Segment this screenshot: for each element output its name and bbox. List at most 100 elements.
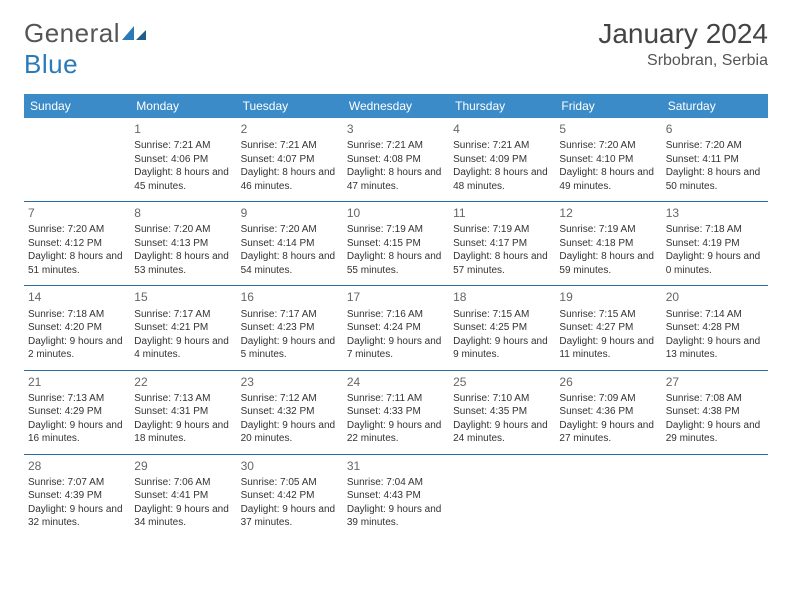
daylight-text: Daylight: 9 hours and 34 minutes. (134, 503, 232, 530)
sunset-text: Sunset: 4:10 PM (559, 153, 657, 167)
day-number: 16 (241, 289, 339, 305)
calendar-day-cell: 5 Sunrise: 7:20 AMSunset: 4:10 PMDaylight… (555, 118, 661, 202)
sunrise-text: Sunrise: 7:14 AM (666, 308, 764, 322)
weekday-header: Wednesday (343, 94, 449, 118)
day-number: 5 (559, 121, 657, 137)
calendar-week-row: 7Sunrise: 7:20 AMSunset: 4:12 PMDaylight… (24, 202, 768, 286)
calendar-day-cell: 30Sunrise: 7:05 AMSunset: 4:42 PMDayligh… (237, 454, 343, 538)
sunrise-text: Sunrise: 7:18 AM (666, 223, 764, 237)
day-number: 20 (666, 289, 764, 305)
calendar-day-cell: 7Sunrise: 7:20 AMSunset: 4:12 PMDaylight… (24, 202, 130, 286)
location-label: Srbobran, Serbia (598, 52, 768, 70)
sunset-text: Sunset: 4:42 PM (241, 489, 339, 503)
daylight-text: Daylight: 9 hours and 16 minutes. (28, 419, 126, 446)
daylight-text: Daylight: 8 hours and 46 minutes. (241, 166, 339, 193)
day-number: 27 (666, 374, 764, 390)
daylight-text: Daylight: 9 hours and 11 minutes. (559, 335, 657, 362)
sunrise-text: Sunrise: 7:20 AM (241, 223, 339, 237)
calendar-day-cell: 3Sunrise: 7:21 AMSunset: 4:08 PMDaylight… (343, 118, 449, 202)
daylight-text: Daylight: 8 hours and 54 minutes. (241, 250, 339, 277)
calendar-day-cell: 23Sunrise: 7:12 AMSunset: 4:32 PMDayligh… (237, 370, 343, 454)
weekday-header: Sunday (24, 94, 130, 118)
sunrise-text: Sunrise: 7:08 AM (666, 392, 764, 406)
daylight-text: Daylight: 9 hours and 13 minutes. (666, 335, 764, 362)
page-title: January 2024 (598, 18, 768, 50)
calendar-day-cell: 18Sunrise: 7:15 AMSunset: 4:25 PMDayligh… (449, 286, 555, 370)
weekday-header: Tuesday (237, 94, 343, 118)
day-number: 26 (559, 374, 657, 390)
daylight-text: Daylight: 9 hours and 18 minutes. (134, 419, 232, 446)
sunset-text: Sunset: 4:11 PM (666, 153, 764, 167)
day-number: 21 (28, 374, 126, 390)
daylight-text: Daylight: 9 hours and 29 minutes. (666, 419, 764, 446)
daylight-text: Daylight: 9 hours and 39 minutes. (347, 503, 445, 530)
sunrise-text: Sunrise: 7:10 AM (453, 392, 551, 406)
calendar-day-cell: 22Sunrise: 7:13 AMSunset: 4:31 PMDayligh… (130, 370, 236, 454)
calendar-day-cell: 29Sunrise: 7:06 AMSunset: 4:41 PMDayligh… (130, 454, 236, 538)
daylight-text: Daylight: 8 hours and 49 minutes. (559, 166, 657, 193)
sunset-text: Sunset: 4:38 PM (666, 405, 764, 419)
sunrise-text: Sunrise: 7:17 AM (134, 308, 232, 322)
sunset-text: Sunset: 4:09 PM (453, 153, 551, 167)
sunrise-text: Sunrise: 7:19 AM (347, 223, 445, 237)
calendar-day-cell: 10 Sunrise: 7:19 AMSunset: 4:15 PMDayligh… (343, 202, 449, 286)
day-number: 6 (666, 121, 764, 137)
weekday-header: Thursday (449, 94, 555, 118)
calendar-table: SundayMondayTuesdayWednesdayThursdayFrid… (24, 94, 768, 538)
sunrise-text: Sunrise: 7:11 AM (347, 392, 445, 406)
day-number: 23 (241, 374, 339, 390)
sunset-text: Sunset: 4:35 PM (453, 405, 551, 419)
sunset-text: Sunset: 4:36 PM (559, 405, 657, 419)
daylight-text: Daylight: 8 hours and 59 minutes. (559, 250, 657, 277)
daylight-text: Daylight: 8 hours and 55 minutes. (347, 250, 445, 277)
calendar-day-cell: 31Sunrise: 7:04 AMSunset: 4:43 PMDayligh… (343, 454, 449, 538)
calendar-day-cell (24, 118, 130, 202)
sunrise-text: Sunrise: 7:20 AM (666, 139, 764, 153)
day-number: 28 (28, 458, 126, 474)
calendar-week-row: 21Sunrise: 7:13 AMSunset: 4:29 PMDayligh… (24, 370, 768, 454)
daylight-text: Daylight: 9 hours and 22 minutes. (347, 419, 445, 446)
calendar-day-cell: 15Sunrise: 7:17 AMSunset: 4:21 PMDayligh… (130, 286, 236, 370)
calendar-day-cell: 20Sunrise: 7:14 AMSunset: 4:28 PMDayligh… (662, 286, 768, 370)
day-number: 8 (134, 205, 232, 221)
day-number: 31 (347, 458, 445, 474)
sunset-text: Sunset: 4:31 PM (134, 405, 232, 419)
daylight-text: Daylight: 8 hours and 51 minutes. (28, 250, 126, 277)
header: GeneralBlue January 2024 Srbobran, Serbi… (24, 18, 768, 80)
weekday-header: Saturday (662, 94, 768, 118)
calendar-day-cell: 17Sunrise: 7:16 AMSunset: 4:24 PMDayligh… (343, 286, 449, 370)
daylight-text: Daylight: 8 hours and 47 minutes. (347, 166, 445, 193)
sunset-text: Sunset: 4:41 PM (134, 489, 232, 503)
calendar-day-cell (555, 454, 661, 538)
sunrise-text: Sunrise: 7:21 AM (347, 139, 445, 153)
calendar-day-cell (662, 454, 768, 538)
daylight-text: Daylight: 9 hours and 27 minutes. (559, 419, 657, 446)
calendar-day-cell: 6Sunrise: 7:20 AMSunset: 4:11 PMDaylight… (662, 118, 768, 202)
weekday-header: Friday (555, 94, 661, 118)
calendar-body: 1Sunrise: 7:21 AMSunset: 4:06 PMDaylight… (24, 118, 768, 538)
sunrise-text: Sunrise: 7:16 AM (347, 308, 445, 322)
sunset-text: Sunset: 4:15 PM (347, 237, 445, 251)
sunset-text: Sunset: 4:14 PM (241, 237, 339, 251)
calendar-day-cell: 9Sunrise: 7:20 AMSunset: 4:14 PMDaylight… (237, 202, 343, 286)
sunset-text: Sunset: 4:39 PM (28, 489, 126, 503)
day-number: 12 (559, 205, 657, 221)
sunrise-text: Sunrise: 7:20 AM (559, 139, 657, 153)
day-number: 19 (559, 289, 657, 305)
sunrise-text: Sunrise: 7:21 AM (241, 139, 339, 153)
calendar-day-cell: 26Sunrise: 7:09 AMSunset: 4:36 PMDayligh… (555, 370, 661, 454)
calendar-day-cell: 24Sunrise: 7:11 AMSunset: 4:33 PMDayligh… (343, 370, 449, 454)
calendar-day-cell: 19Sunrise: 7:15 AMSunset: 4:27 PMDayligh… (555, 286, 661, 370)
day-number: 10 (347, 205, 445, 221)
logo-word1: General (24, 18, 120, 48)
daylight-text: Daylight: 9 hours and 4 minutes. (134, 335, 232, 362)
daylight-text: Daylight: 9 hours and 7 minutes. (347, 335, 445, 362)
sunrise-text: Sunrise: 7:18 AM (28, 308, 126, 322)
daylight-text: Daylight: 8 hours and 45 minutes. (134, 166, 232, 193)
weekday-header: Monday (130, 94, 236, 118)
calendar-day-cell: 14Sunrise: 7:18 AMSunset: 4:20 PMDayligh… (24, 286, 130, 370)
sunrise-text: Sunrise: 7:15 AM (453, 308, 551, 322)
sunset-text: Sunset: 4:29 PM (28, 405, 126, 419)
day-number: 2 (241, 121, 339, 137)
calendar-week-row: 14Sunrise: 7:18 AMSunset: 4:20 PMDayligh… (24, 286, 768, 370)
